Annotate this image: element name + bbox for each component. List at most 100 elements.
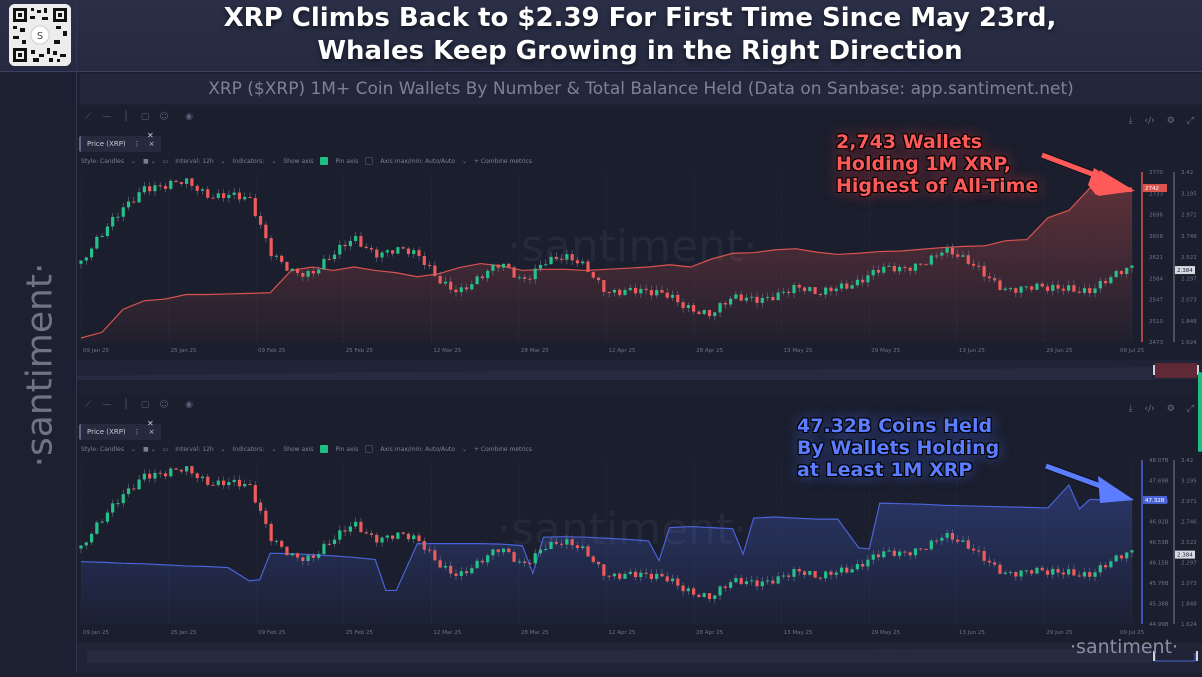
- vertical-line-icon[interactable]: │: [123, 112, 129, 122]
- chart-settings-row: Style: Candles ⌄ ■ ⌄ ▭ Interval: 12h ⌄ Ind…: [81, 157, 532, 165]
- svg-text:28 Apr 25: 28 Apr 25: [696, 348, 724, 354]
- line-tool-icon[interactable]: ⟋: [84, 112, 92, 122]
- color-picker[interactable]: ■ ⌄: [143, 445, 156, 453]
- indicators-dropdown[interactable]: Indicators:: [232, 445, 265, 453]
- fullscreen-icon[interactable]: ⤢: [1186, 404, 1194, 414]
- chart-actions: ⤓ ‹/› ⚙ ⤢: [1129, 404, 1195, 414]
- combine-metrics-button[interactable]: + Combine metrics: [473, 445, 532, 453]
- svg-text:2.971: 2.971: [1181, 499, 1197, 505]
- close-icon[interactable]: ✕: [147, 131, 154, 140]
- interval-dropdown[interactable]: Interval: 12h: [175, 157, 214, 165]
- axis-maxmin-dropdown[interactable]: Axis max/min: Auto/Auto: [380, 157, 455, 165]
- svg-text:48.07B: 48.07B: [1149, 458, 1169, 464]
- svg-text:2.971: 2.971: [1181, 213, 1197, 219]
- svg-text:2510: 2510: [1149, 319, 1163, 325]
- fullscreen-icon[interactable]: ⤢: [1186, 116, 1194, 126]
- svg-text:2.522: 2.522: [1181, 540, 1197, 546]
- close-icon[interactable]: ✕: [147, 419, 154, 428]
- svg-text:25 Jan 25: 25 Jan 25: [171, 348, 197, 354]
- svg-text:44.99B: 44.99B: [1149, 622, 1169, 628]
- note-icon[interactable]: ▢: [140, 112, 150, 122]
- svg-text:47.69B: 47.69B: [1149, 479, 1169, 485]
- style-dropdown[interactable]: Style: Candles: [81, 445, 124, 453]
- balance-price-chart[interactable]: 09 Jan 25 25 Jan 25 09 Feb 25 25 Feb 25 12 M…: [77, 394, 1202, 643]
- svg-text:13 Jun 25: 13 Jun 25: [959, 348, 986, 354]
- axis-maxmin-dropdown[interactable]: Axis max/min: Auto/Auto: [380, 445, 455, 453]
- svg-text:2.746: 2.746: [1181, 234, 1197, 240]
- eye-icon[interactable]: ◉: [185, 400, 193, 410]
- santiment-logo-vertical: ·santiment·: [19, 262, 61, 468]
- embed-code-icon[interactable]: ‹/›: [1144, 116, 1155, 126]
- svg-text:29 Jun 25: 29 Jun 25: [1046, 348, 1073, 354]
- svg-text:S: S: [37, 31, 43, 42]
- svg-text:13 Jun 25: 13 Jun 25: [959, 630, 986, 636]
- metric-chip-price[interactable]: Price (XRP) ⋮ ×: [79, 136, 161, 152]
- wallets-annotation: 2,743 Wallets Holding 1M XRP, Highest of…: [836, 131, 1039, 197]
- chevron-down-icon: ⌄: [461, 157, 467, 165]
- show-axis-label: Show axis: [283, 157, 314, 165]
- calendar-icon[interactable]: ▭: [162, 445, 169, 453]
- show-axis-checkbox[interactable]: [320, 157, 329, 165]
- calendar-icon[interactable]: ▭: [162, 157, 169, 165]
- svg-text:2584: 2584: [1149, 276, 1163, 282]
- svg-text:29 May 25: 29 May 25: [871, 348, 900, 354]
- chevron-down-icon: ⌄: [461, 445, 467, 453]
- chevron-down-icon: ⌄: [130, 445, 136, 453]
- svg-text:45.38B: 45.38B: [1149, 602, 1169, 608]
- indicators-dropdown[interactable]: Indicators:: [232, 157, 265, 165]
- chip-remove-icon[interactable]: ×: [148, 140, 155, 148]
- horizontal-line-icon[interactable]: —: [102, 112, 112, 122]
- wallets-price-chart[interactable]: 09 Jan 25 25 Jan 25 09 Feb 25 25 Feb 25 12 M…: [77, 106, 1202, 361]
- combine-metrics-button[interactable]: + Combine metrics: [473, 157, 532, 165]
- vertical-line-icon[interactable]: │: [123, 400, 129, 410]
- scrollbar[interactable]: [1198, 372, 1202, 452]
- note-icon[interactable]: ▢: [140, 400, 150, 410]
- chart-subtitle: XRP ($XRP) 1M+ Coin Wallets By Number & …: [80, 74, 1202, 104]
- interval-dropdown[interactable]: Interval: 12h: [175, 445, 214, 453]
- settings-gear-icon[interactable]: ⚙: [1166, 116, 1175, 126]
- style-dropdown[interactable]: Style: Candles: [81, 157, 124, 165]
- svg-text:3.42: 3.42: [1181, 458, 1193, 464]
- svg-text:25 Feb 25: 25 Feb 25: [346, 348, 374, 354]
- chip-menu-icon[interactable]: ⋮: [133, 428, 141, 436]
- chip-menu-icon[interactable]: ⋮: [133, 140, 141, 148]
- svg-text:1.624: 1.624: [1181, 622, 1197, 628]
- settings-gear-icon[interactable]: ⚙: [1166, 404, 1175, 414]
- color-picker[interactable]: ■ ⌄: [143, 157, 156, 165]
- pin-axis-checkbox[interactable]: [365, 445, 374, 453]
- chevron-down-icon: ⌄: [220, 445, 226, 453]
- svg-text:46.92B: 46.92B: [1149, 520, 1169, 526]
- svg-text:12 Apr 25: 12 Apr 25: [609, 348, 637, 354]
- download-icon[interactable]: ⤓: [1128, 116, 1133, 126]
- show-axis-checkbox[interactable]: [320, 445, 329, 453]
- pin-axis-checkbox[interactable]: [365, 157, 374, 165]
- svg-text:09 Feb 25: 09 Feb 25: [258, 630, 286, 636]
- chip-remove-icon[interactable]: ×: [148, 428, 155, 436]
- emoji-icon[interactable]: ☺: [159, 112, 169, 122]
- qr-code-icon: S: [9, 4, 71, 66]
- horizontal-line-icon[interactable]: —: [102, 400, 112, 410]
- timeline-navigator-top[interactable]: [77, 360, 1202, 380]
- emoji-icon[interactable]: ☺: [159, 400, 169, 410]
- metric-chip-price[interactable]: Price (XRP) ⋮ ×: [79, 424, 161, 440]
- download-icon[interactable]: ⤓: [1128, 404, 1133, 414]
- page-title: XRP Climbs Back to $2.39 For First Time …: [130, 2, 1150, 68]
- timeline-navigator-bottom[interactable]: [77, 643, 1202, 673]
- line-tool-icon[interactable]: ⟋: [84, 400, 92, 410]
- svg-text:2.073: 2.073: [1181, 298, 1197, 304]
- svg-text:28 Apr 25: 28 Apr 25: [696, 630, 724, 636]
- svg-text:09 Jul 25: 09 Jul 25: [1120, 348, 1145, 354]
- svg-text:46.15B: 46.15B: [1149, 561, 1169, 567]
- chevron-down-icon: ⌄: [220, 157, 226, 165]
- show-axis-label: Show axis: [283, 445, 314, 453]
- title-line-2: Whales Keep Growing in the Right Directi…: [317, 36, 963, 66]
- svg-text:12 Mar 25: 12 Mar 25: [433, 630, 461, 636]
- svg-text:2.384: 2.384: [1177, 553, 1193, 559]
- svg-text:3.195: 3.195: [1181, 479, 1197, 485]
- metric-chip-label: Price (XRP): [87, 428, 126, 436]
- svg-text:09 Jan 25: 09 Jan 25: [83, 630, 109, 636]
- svg-text:09 Jul 25: 09 Jul 25: [1120, 630, 1145, 636]
- eye-icon[interactable]: ◉: [185, 112, 193, 122]
- embed-code-icon[interactable]: ‹/›: [1144, 404, 1155, 414]
- svg-text:3.195: 3.195: [1181, 191, 1197, 197]
